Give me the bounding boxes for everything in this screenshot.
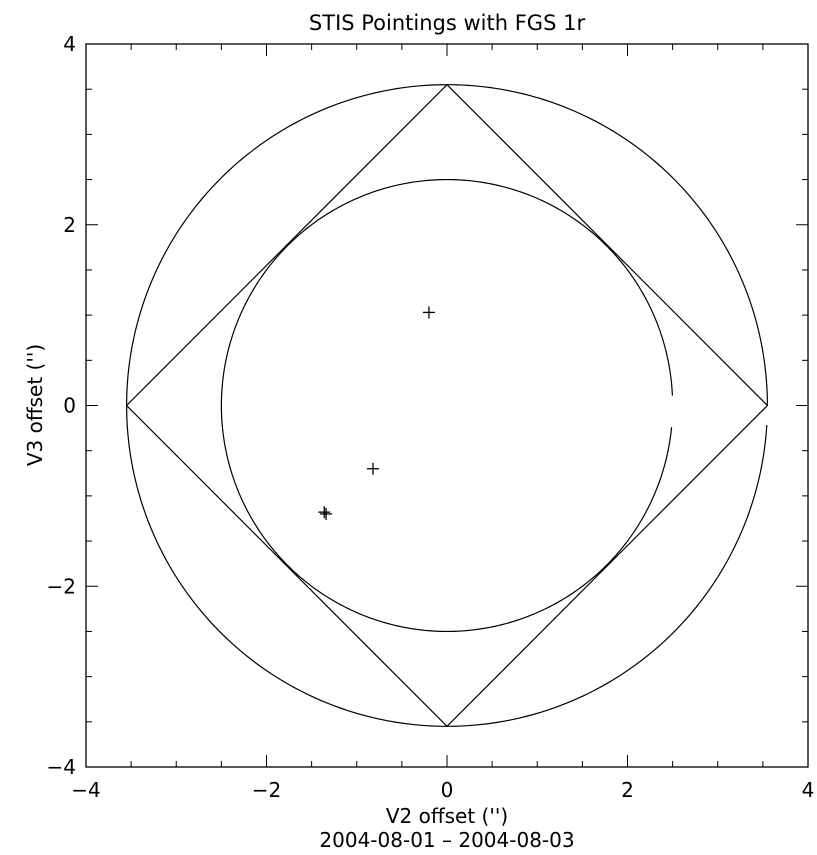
data-point xyxy=(366,462,379,475)
tick-labels: −4 −2 0 2 4 −4 −2 0 2 4 xyxy=(47,32,815,802)
data-point xyxy=(422,306,435,319)
data-point xyxy=(318,506,331,519)
chart-title: STIS Pointings with FGS 1r xyxy=(309,11,586,35)
diamond xyxy=(125,83,769,728)
pointing-markers xyxy=(318,306,435,520)
reference-shapes xyxy=(125,83,769,728)
axis-ticks xyxy=(85,43,809,768)
inner-circle xyxy=(220,178,674,633)
y-tick-label: 2 xyxy=(63,213,76,237)
x-tick-label: 4 xyxy=(802,778,815,802)
x-axis-label: V2 offset ('') xyxy=(386,804,508,828)
y-tick-label: 0 xyxy=(63,394,76,418)
x-tick-label: −2 xyxy=(252,778,281,802)
plot-frame xyxy=(85,43,809,768)
x-tick-label: 0 xyxy=(441,778,454,802)
x-tick-label: −4 xyxy=(71,778,100,802)
outer-circle xyxy=(126,84,768,727)
y-tick-label: 4 xyxy=(63,32,76,56)
y-tick-label: −2 xyxy=(47,574,76,598)
date-range-label: 2004-08-01 – 2004-08-03 xyxy=(319,828,574,852)
y-tick-label: −4 xyxy=(47,755,76,779)
data-point xyxy=(320,507,333,520)
y-axis-label: V3 offset ('') xyxy=(23,344,47,466)
x-tick-label: 2 xyxy=(621,778,634,802)
